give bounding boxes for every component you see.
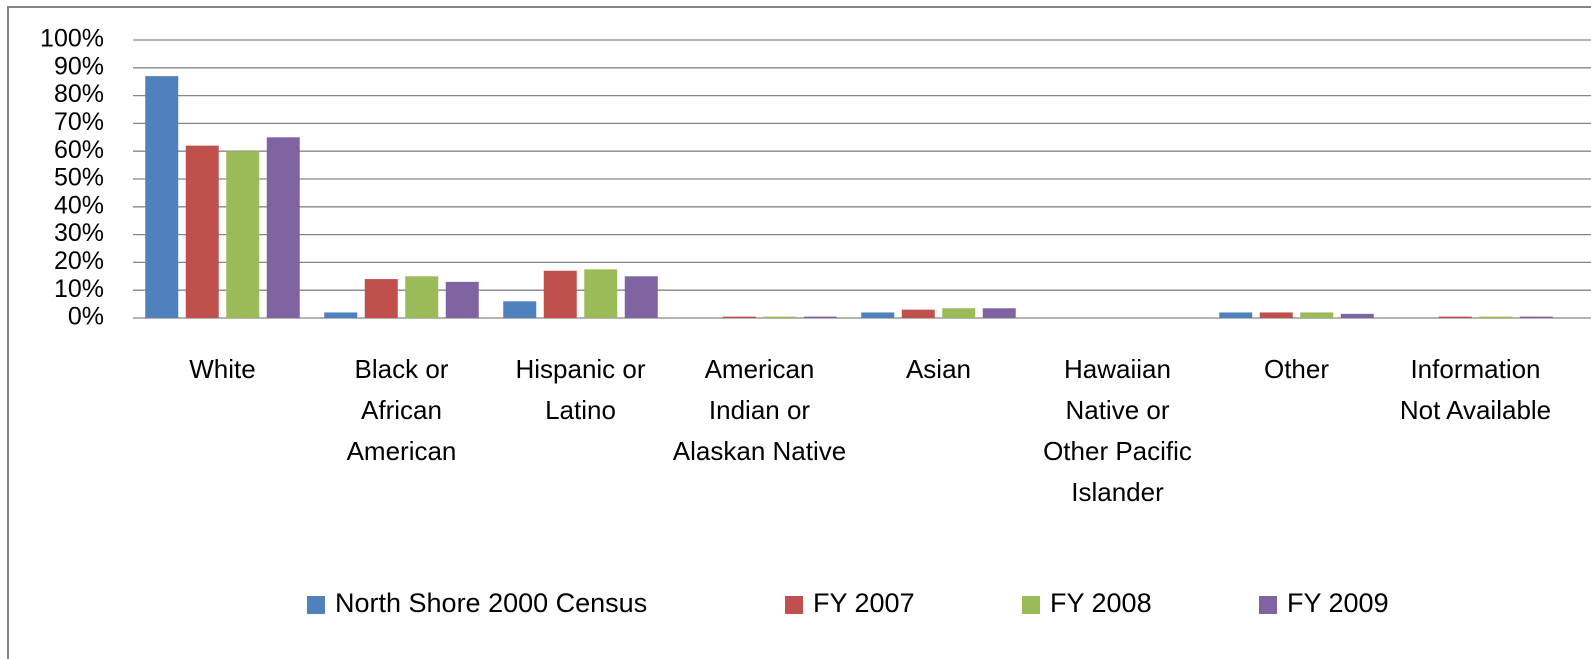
bar bbox=[1259, 312, 1293, 318]
bar bbox=[624, 276, 658, 318]
bar bbox=[1479, 316, 1513, 318]
legend-label: FY 2009 bbox=[1287, 588, 1389, 618]
bar bbox=[722, 316, 756, 318]
bar bbox=[503, 301, 537, 318]
bar bbox=[803, 316, 837, 318]
y-tick-label: 40% bbox=[54, 191, 104, 219]
x-tick-label: American Indian or Alaskan Native bbox=[672, 354, 847, 466]
x-tick-label: Other bbox=[1263, 354, 1330, 384]
y-tick-label: 10% bbox=[54, 275, 104, 303]
bar bbox=[543, 270, 577, 318]
chart-frame bbox=[7, 6, 1591, 659]
y-tick-label: 70% bbox=[54, 108, 104, 136]
x-tick-label: Hawaiian Native or Other Pacific Islande… bbox=[1043, 354, 1192, 507]
y-tick-label: 0% bbox=[68, 303, 104, 331]
bar bbox=[445, 281, 479, 318]
legend-swatch bbox=[307, 596, 325, 614]
bar bbox=[145, 76, 179, 318]
bar bbox=[1219, 312, 1253, 318]
x-tick-label: Information Not Available bbox=[1399, 354, 1552, 425]
bar bbox=[226, 151, 260, 318]
x-tick-label: Black or African American bbox=[346, 354, 457, 466]
legend-label: FY 2008 bbox=[1050, 588, 1152, 618]
bar bbox=[584, 269, 618, 318]
y-tick-label: 90% bbox=[54, 52, 104, 80]
bar bbox=[763, 316, 797, 318]
y-tick-label: 50% bbox=[54, 164, 104, 192]
legend-swatch bbox=[1022, 596, 1040, 614]
bar bbox=[901, 309, 935, 318]
bar bbox=[185, 145, 219, 318]
bar bbox=[982, 308, 1016, 318]
x-tick-label: White bbox=[189, 354, 256, 384]
legend-swatch bbox=[785, 596, 803, 614]
bar bbox=[266, 137, 300, 318]
bar bbox=[1519, 316, 1553, 318]
legend-label: FY 2007 bbox=[813, 588, 915, 618]
y-tick-label: 100% bbox=[40, 25, 104, 53]
y-tick-label: 20% bbox=[54, 247, 104, 275]
bar bbox=[942, 308, 976, 318]
y-tick-label: 30% bbox=[54, 219, 104, 247]
bar bbox=[1300, 312, 1334, 318]
bar bbox=[1438, 316, 1472, 318]
bar bbox=[861, 312, 895, 318]
bar bbox=[1340, 313, 1374, 318]
x-tick-label: Asian bbox=[905, 354, 972, 384]
bar bbox=[324, 312, 358, 318]
bar bbox=[405, 276, 439, 318]
x-tick-label: Hispanic or Latino bbox=[515, 354, 646, 425]
y-tick-label: 60% bbox=[54, 136, 104, 164]
y-tick-label: 80% bbox=[54, 80, 104, 108]
legend-swatch bbox=[1259, 596, 1277, 614]
bar bbox=[364, 279, 398, 318]
legend-label: North Shore 2000 Census bbox=[335, 588, 647, 618]
